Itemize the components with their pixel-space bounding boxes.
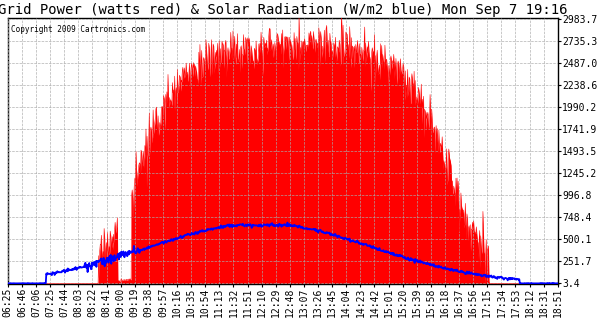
Title: Grid Power (watts red) & Solar Radiation (W/m2 blue) Mon Sep 7 19:16: Grid Power (watts red) & Solar Radiation…: [0, 3, 568, 17]
Text: Copyright 2009 Cartronics.com: Copyright 2009 Cartronics.com: [11, 25, 145, 34]
